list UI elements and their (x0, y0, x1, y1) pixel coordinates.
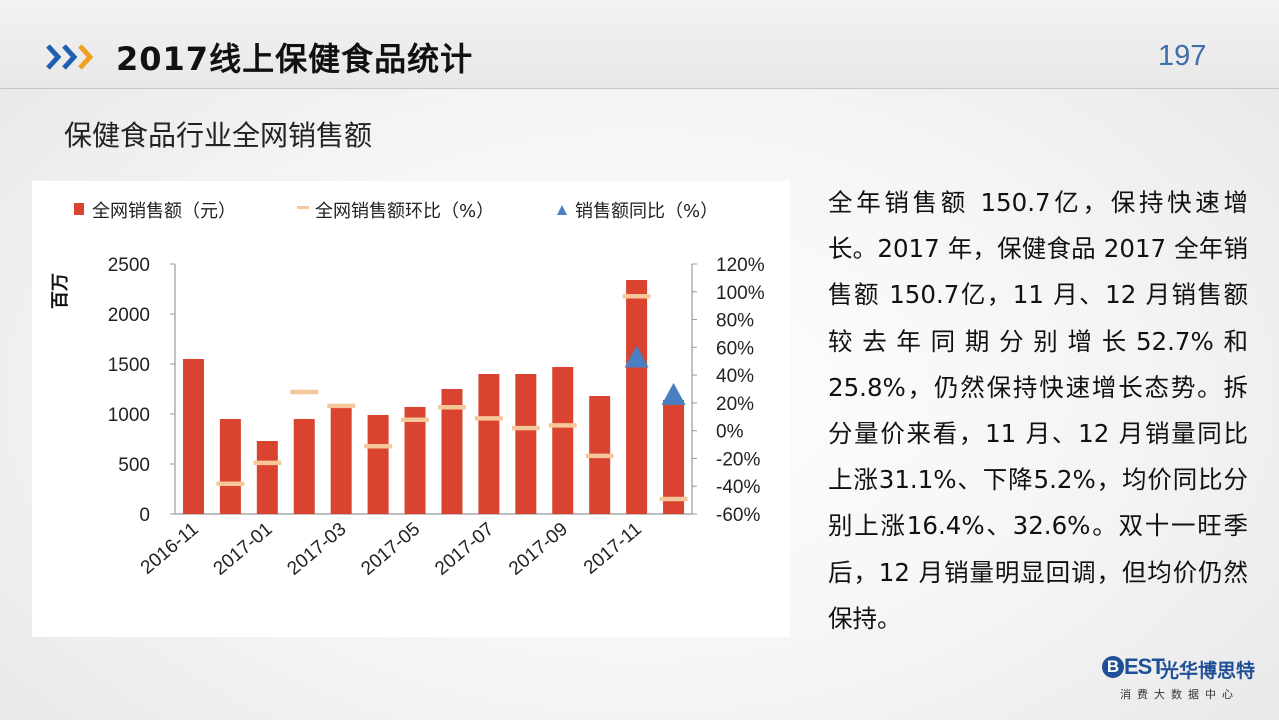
sales-bar (256, 441, 278, 514)
x-tick-label: 2017-05 (357, 519, 424, 580)
x-tick-label: 2017-01 (210, 519, 277, 580)
page-number: 197 (1158, 40, 1207, 72)
logo-mark: EST (1124, 654, 1165, 679)
legend-dash-swatch (297, 206, 309, 209)
mom-dash-marker (585, 453, 614, 459)
left-tick-label: 1000 (108, 405, 150, 426)
logo-badge: B (1102, 656, 1124, 678)
sales-chart: 全网销售额（元） 全网销售额环比（%） 销售额同比（%） 百万 0 500 1000 150… (50, 201, 765, 580)
mom-dash-marker (437, 405, 466, 410)
right-tick-label: -20% (716, 449, 760, 470)
section-title: 保健食品行业全网销售额 (64, 119, 373, 152)
left-tick-label: 0 (139, 505, 150, 526)
mom-dash-marker (622, 293, 651, 299)
x-tick-label: 2017-07 (431, 519, 498, 580)
chart-axes: 百万 0 500 1000 1500 2000 2500 -60% -40% -20% 0% 20% 4… (50, 255, 765, 580)
mom-dash-marker (474, 416, 503, 421)
yoy-triangle-marker (661, 382, 686, 405)
sales-bar (182, 359, 204, 514)
right-tick-label: 60% (716, 338, 754, 359)
left-tick-label: 2000 (108, 305, 150, 326)
chevrons-icon (46, 44, 94, 70)
chart-bars (182, 280, 685, 514)
right-tick-label: -60% (716, 505, 760, 526)
left-tick-label: 1500 (108, 355, 150, 376)
logo-name: 光华博思特 (1160, 660, 1256, 682)
sales-bar (552, 367, 574, 514)
x-tick-label: 2017-11 (580, 519, 646, 579)
right-tick-label: 20% (716, 394, 754, 415)
sales-bar (663, 400, 685, 514)
y-axis-title: 百万 (50, 273, 71, 309)
sales-bar (367, 415, 389, 514)
page-title: 2017线上保健食品统计 (116, 40, 474, 78)
sales-bar (626, 280, 648, 514)
sales-bar (293, 419, 315, 514)
right-tick-label: 100% (716, 283, 765, 304)
legend-label: 销售额同比（%） (575, 201, 718, 222)
mom-dash-marker (511, 425, 540, 431)
sales-bar (478, 374, 500, 514)
yoy-triangle-marker (624, 345, 649, 368)
mom-dash-marker (548, 423, 577, 428)
mom-dash-marker (659, 496, 688, 502)
left-tick-label: 2500 (108, 255, 150, 276)
legend-triangle-swatch (557, 205, 567, 215)
mom-dash-marker (401, 417, 430, 423)
mom-dash-marker (253, 460, 282, 466)
mom-dash-marker (290, 389, 319, 395)
mom-dash-marker (216, 481, 245, 486)
right-tick-label: 80% (716, 311, 754, 332)
legend-label: 全网销售额（元） (92, 201, 236, 222)
sales-bar (515, 374, 537, 514)
legend-label: 全网销售额环比（%） (315, 201, 494, 222)
legend-bar-swatch (74, 203, 84, 215)
chart-panel: 全网销售额（元） 全网销售额环比（%） 销售额同比（%） 百万 0 500 1000 150… (32, 181, 790, 637)
logo-subtitle: 消费大数据中心 (1120, 688, 1239, 701)
sales-bar (404, 407, 426, 514)
company-logo: B EST 光华博思特 消费大数据中心 (1102, 654, 1262, 704)
left-tick-label: 500 (118, 455, 150, 476)
chart-markers (216, 293, 688, 502)
description-text: 全年销售额 150.7亿，保持快速增长。2017 年，保健食品 2017 全年销… (828, 188, 1248, 633)
sales-bar (441, 389, 463, 514)
x-tick-label: 2017-09 (505, 519, 572, 580)
x-tick-label: 2016-11 (137, 519, 203, 579)
sales-bar (219, 419, 241, 514)
right-tick-label: 120% (716, 255, 765, 276)
right-tick-label: -40% (716, 477, 760, 498)
mom-dash-marker (327, 403, 356, 409)
right-tick-label: 40% (716, 366, 754, 387)
header-bar: 2017线上保健食品统计 197 (0, 0, 1279, 89)
right-tick-label: 0% (716, 422, 744, 443)
chart-legend: 全网销售额（元） 全网销售额环比（%） 销售额同比（%） (74, 201, 718, 222)
sales-bar (330, 404, 352, 514)
mom-dash-marker (364, 443, 393, 449)
x-tick-label: 2017-03 (283, 519, 350, 580)
